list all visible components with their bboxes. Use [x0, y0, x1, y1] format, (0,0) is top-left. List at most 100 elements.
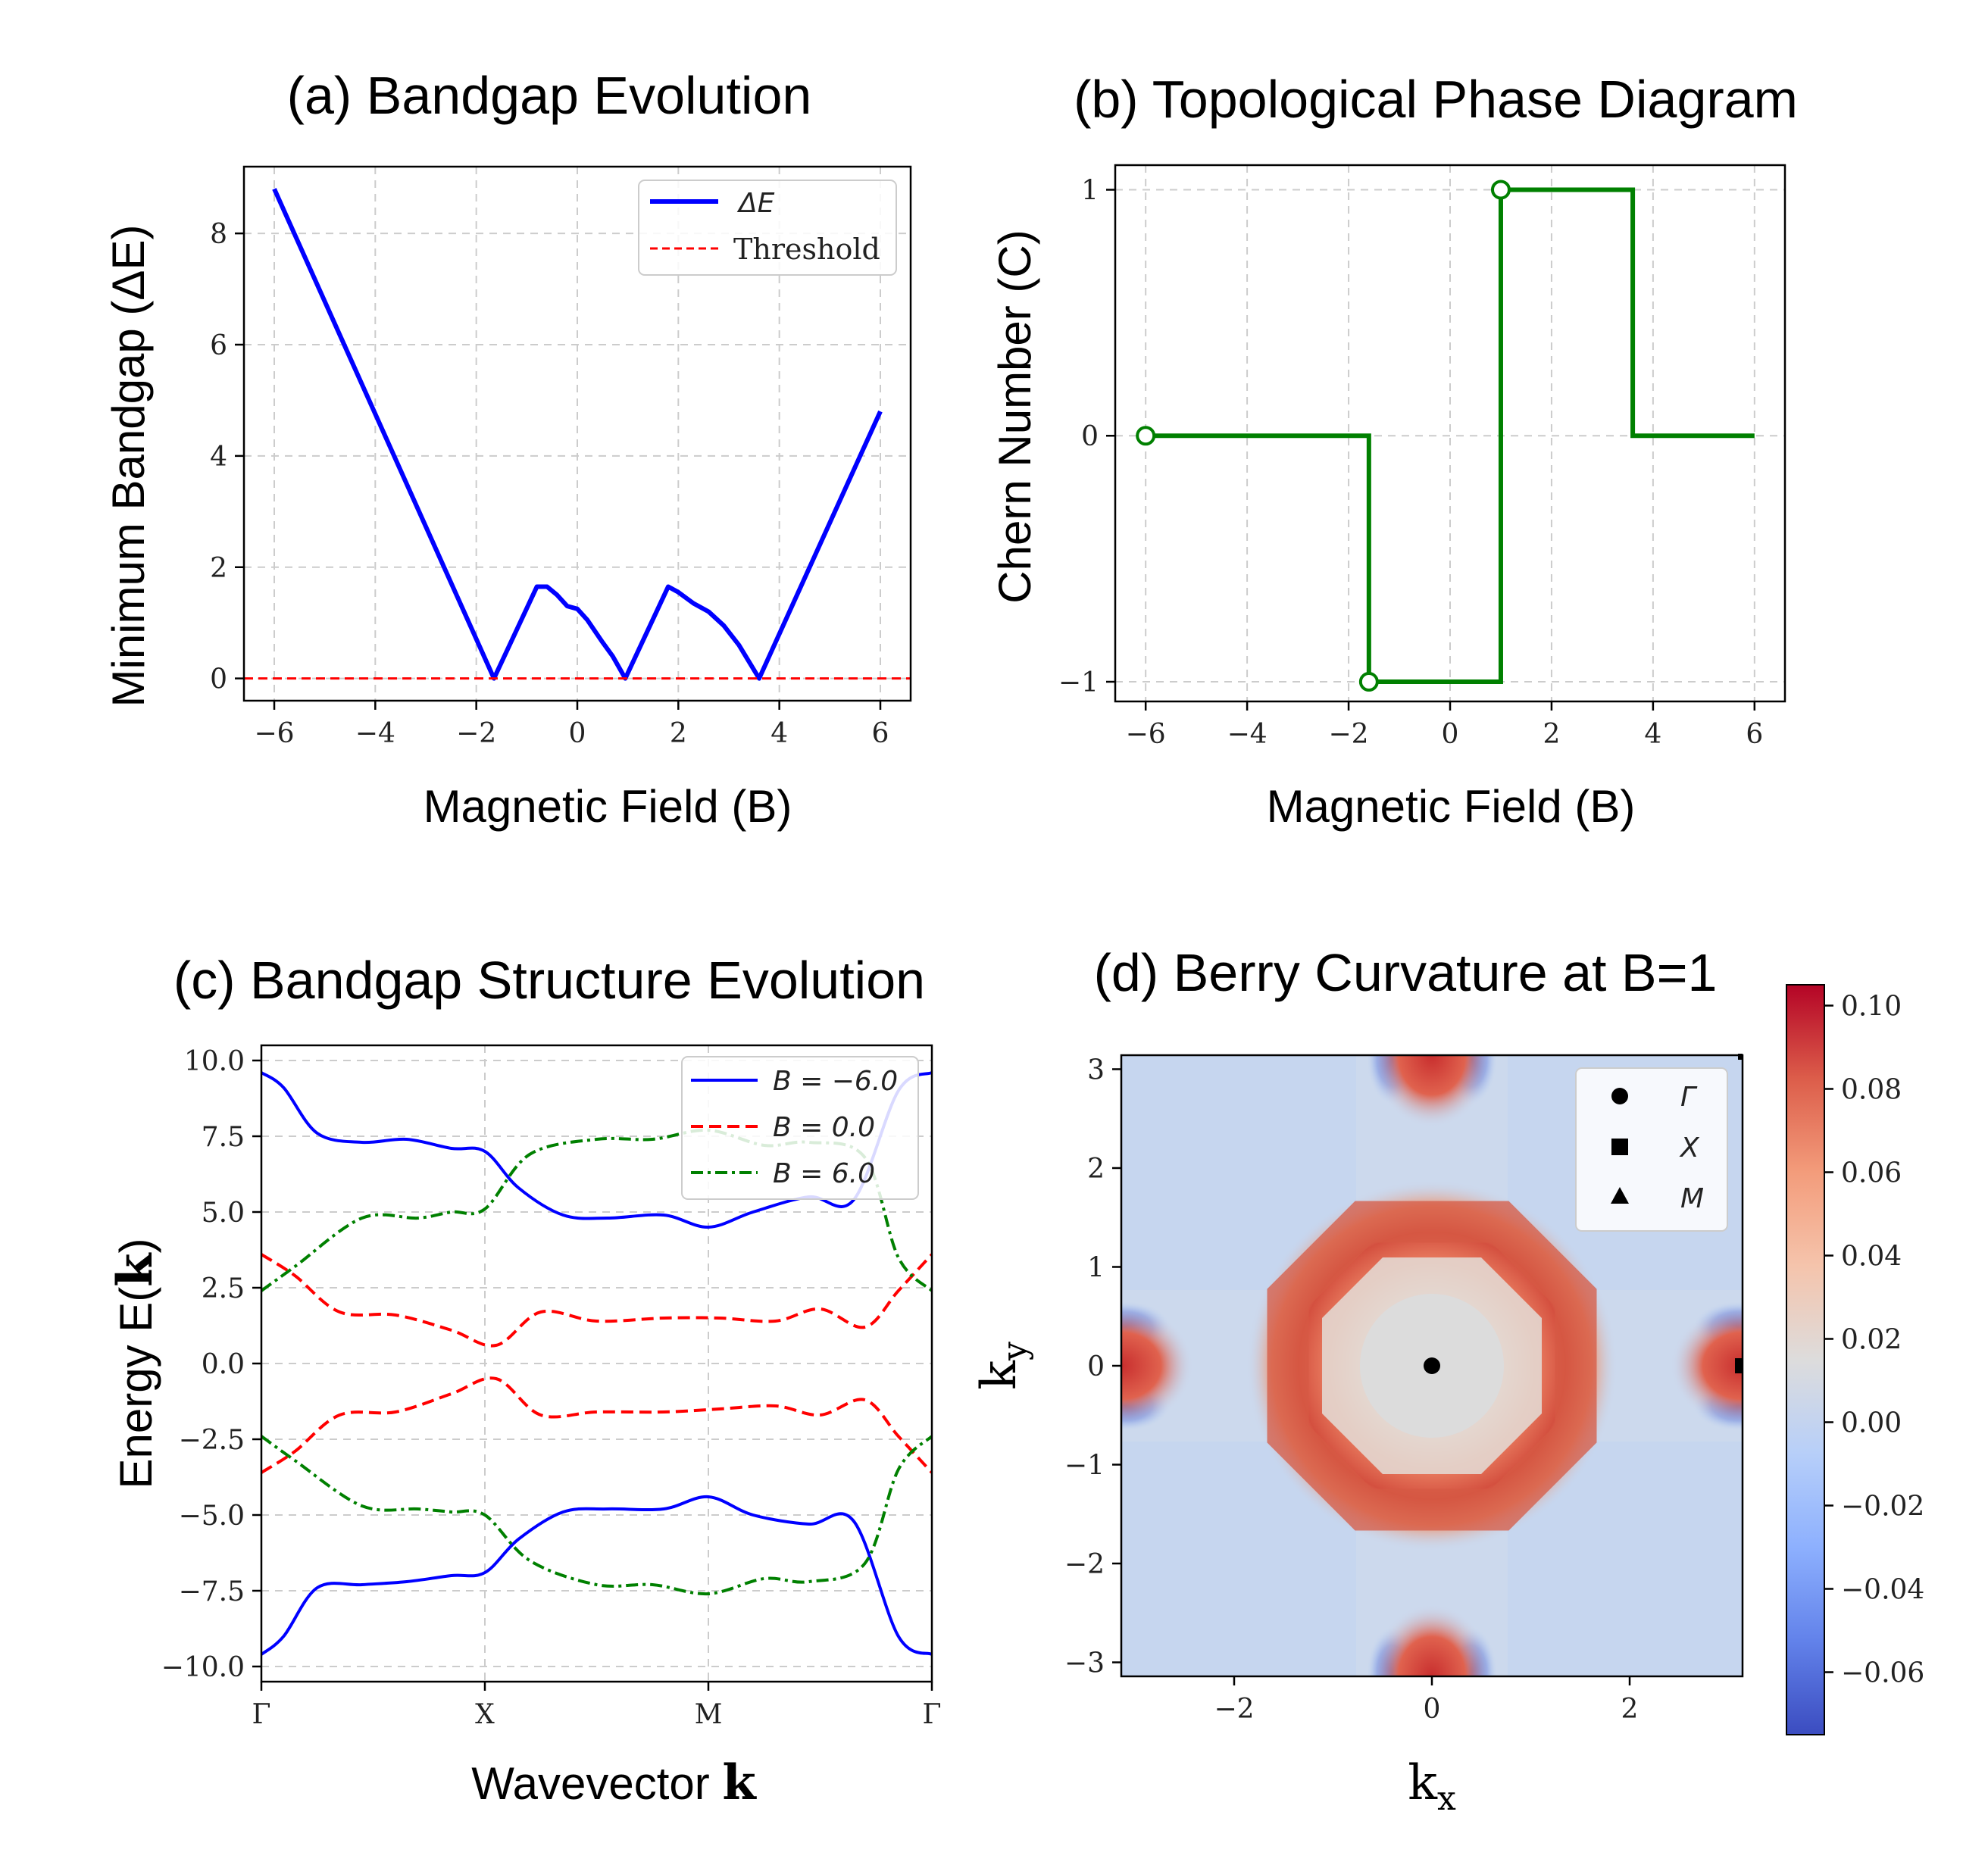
b-x-tick-label-6: 6	[1746, 719, 1763, 750]
panel-a-x-ticks: −6 −4 −2 0 2 4 6	[254, 701, 889, 749]
panel-d-x-label-sub: x	[1437, 1779, 1456, 1818]
colorbar-tick-label-4: 0.02	[1841, 1325, 1902, 1356]
panel-c-series-b-0-upper	[261, 1253, 932, 1348]
c-x-tick-label-1: X	[475, 1699, 495, 1730]
panel-c-y-ticks: −10.0 −7.5 −5.0 −2.5 0.0 2.5 5.0 7.5 10.0	[161, 1046, 261, 1683]
panel-d-legend-label-x: X	[1679, 1132, 1700, 1164]
panel-d-legend-marker-m	[1611, 1187, 1629, 1204]
panel-b-series-chern-number	[1146, 187, 1755, 685]
a-x-tick-label-4: 2	[670, 718, 687, 749]
panel-b-grid	[1115, 165, 1785, 701]
panel-c-legend: B = −6.0 B = 0.0 B = 6.0	[681, 1056, 919, 1200]
panel-c-series-b-6-lower	[261, 1435, 932, 1596]
panel-a-x-label: Magnetic Field (B)	[424, 781, 792, 832]
c-y-tick-label-6: 5.0	[202, 1198, 245, 1229]
panel-c-series-b-neg6-upper	[261, 1071, 932, 1229]
c-x-tick-label-3: Γ	[923, 1699, 942, 1730]
panel-b-transition-marker-0	[1136, 426, 1156, 446]
b-x-tick-label-4: 2	[1543, 719, 1560, 750]
panel-b-transition-marker-1	[1358, 672, 1379, 692]
panel-d-y-label: ky	[971, 1342, 1034, 1390]
panel-a-plot-area	[244, 188, 911, 681]
d-y-tick-label-0: −3	[1064, 1648, 1105, 1679]
panel-c-legend-label-b-6: B = 6.0	[773, 1158, 875, 1189]
panel-a-legend-label-threshold: Threshold	[733, 233, 880, 266]
a-y-tick-label-4: 8	[210, 219, 227, 250]
colorbar-ticks: 0.10 0.08 0.06 0.04 0.02 0.00 −0.02 −0.04 −0.06	[1824, 992, 1924, 1689]
c-y-tick-label-0: −10.0	[161, 1652, 245, 1683]
panel-b-x-ticks: −6 −4 −2 0 2 4 6	[1126, 701, 1763, 750]
colorbar-tick-label-5: 0.00	[1841, 1408, 1902, 1439]
heatmap-red-lobe-left	[1121, 1305, 1193, 1426]
heatmap-red-lobe-right	[1671, 1305, 1743, 1426]
d-y-tick-label-6: 3	[1087, 1054, 1105, 1086]
b-x-tick-label-1: −4	[1227, 719, 1268, 750]
panel-c-x-label-text: Wavevector	[471, 1758, 722, 1809]
panel-c-title: (c) Bandgap Structure Evolution	[173, 951, 925, 1010]
d-x-tick-label-1: 0	[1424, 1694, 1441, 1725]
point-gamma-marker	[1424, 1357, 1440, 1374]
panel-d-berry-curvature: (d) Berry Curvature at B=1	[971, 943, 1924, 1818]
b-x-tick-label-0: −6	[1126, 719, 1166, 750]
colorbar-gradient	[1786, 984, 1825, 1735]
c-y-tick-label-5: 2.5	[202, 1273, 245, 1304]
c-y-tick-label-3: −2.5	[179, 1425, 245, 1456]
panel-c-y-label: Energy E(k)	[107, 1238, 164, 1488]
c-x-tick-label-0: Γ	[252, 1699, 271, 1730]
a-y-tick-label-3: 6	[210, 330, 227, 361]
c-y-tick-label-7: 7.5	[202, 1122, 245, 1153]
panel-c-series-b-neg6-lower	[261, 1495, 932, 1656]
panel-a-series-delta-e	[272, 188, 883, 681]
point-x-marker	[1735, 1358, 1743, 1373]
panel-c-x-label-k: k	[722, 1754, 757, 1811]
panel-c-y-label-k: k	[107, 1252, 164, 1287]
panel-c-legend-box	[681, 1056, 919, 1200]
a-x-tick-label-1: −4	[355, 718, 395, 749]
panel-d-legend-marker-gamma	[1611, 1088, 1628, 1104]
a-x-tick-label-2: −2	[456, 718, 496, 749]
panel-c-legend-label-b-neg6: B = −6.0	[773, 1066, 898, 1097]
d-y-tick-label-3: 0	[1087, 1351, 1105, 1382]
panel-d-high-symmetry-points	[1424, 1054, 1743, 1374]
panel-a-y-label: Minimum Bandgap (ΔE)	[103, 225, 154, 708]
panel-b-title: (b) Topological Phase Diagram	[1074, 70, 1798, 129]
a-y-tick-label-0: 0	[210, 664, 227, 695]
colorbar-tick-label-3: 0.04	[1841, 1242, 1902, 1273]
panel-c-y-label-text: Energy E(	[111, 1287, 161, 1489]
panel-d-title: (d) Berry Curvature at B=1	[1094, 943, 1718, 1002]
panel-d-legend: Γ X M	[1575, 1067, 1728, 1232]
d-y-tick-label-5: 2	[1087, 1154, 1105, 1185]
point-m-marker	[1738, 1054, 1743, 1060]
panel-d-legend-box	[1575, 1067, 1728, 1232]
a-x-tick-label-3: 0	[569, 718, 586, 749]
c-x-tick-label-2: M	[695, 1699, 723, 1730]
panel-c-y-label-close: )	[111, 1238, 161, 1253]
panel-a-legend-box	[638, 180, 897, 276]
panel-d-x-ticks: −2 0 2	[1214, 1676, 1638, 1725]
panel-c-legend-label-b-0: B = 0.0	[773, 1112, 875, 1143]
d-y-tick-label-1: −2	[1064, 1549, 1105, 1580]
panel-a-legend: ΔE Threshold	[638, 180, 897, 276]
panel-c-x-label: Wavevector k	[471, 1754, 757, 1811]
c-y-tick-label-1: −7.5	[179, 1576, 245, 1607]
d-x-tick-label-2: 2	[1621, 1694, 1639, 1725]
b-x-tick-label-3: 0	[1442, 719, 1459, 750]
panel-c-series-b-0-lower	[261, 1376, 932, 1474]
b-x-tick-label-2: −2	[1329, 719, 1369, 750]
d-y-tick-label-2: −1	[1064, 1451, 1105, 1482]
panel-b-y-ticks: −1 0 1	[1058, 175, 1115, 698]
a-x-tick-label-5: 4	[771, 718, 788, 749]
b-y-tick-label-0: −1	[1058, 667, 1099, 698]
panel-d-y-label-k: k	[971, 1360, 1027, 1390]
heatmap-red-lobe-top	[1371, 1055, 1493, 1127]
b-x-tick-label-5: 4	[1644, 719, 1661, 750]
panel-c-plot-area	[261, 1071, 932, 1656]
c-y-tick-label-8: 10.0	[184, 1046, 245, 1077]
panel-d-legend-label-gamma: Γ	[1680, 1082, 1698, 1113]
panel-d-y-label-sub: y	[996, 1342, 1034, 1361]
panel-a-y-ticks: 0 2 4 6 8	[210, 219, 244, 695]
panel-a-bandgap-evolution: (a) Bandgap Evolution −6 −4 −2 0 2 4 6 0 2 4 6 8 M…	[103, 66, 912, 832]
a-y-tick-label-2: 4	[210, 442, 227, 473]
colorbar-tick-label-6: −0.02	[1841, 1492, 1924, 1523]
